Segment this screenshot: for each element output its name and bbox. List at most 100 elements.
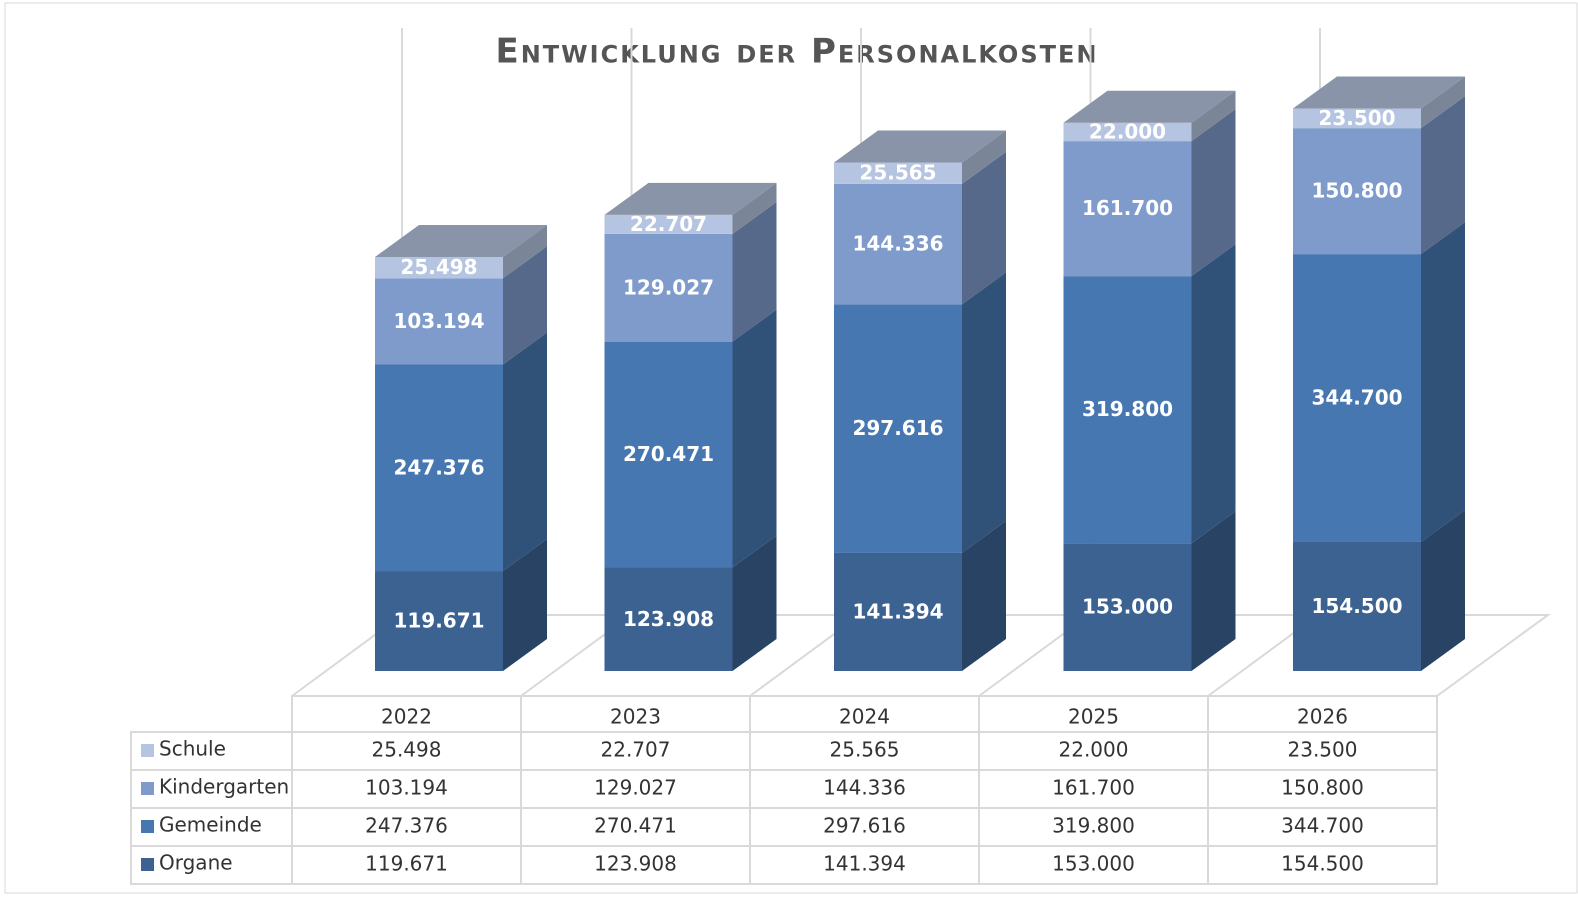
data-label: 153.000 [1082,595,1173,619]
bar [834,183,962,305]
bar-top [834,130,1006,163]
bar-side [1421,222,1465,542]
legend-label: Organe [159,851,233,875]
table-cell: 23.500 [1288,738,1358,762]
bar-side [503,246,547,365]
bar-side [962,272,1006,553]
data-label: 247.376 [393,455,484,479]
table-cell: 141.394 [823,852,906,876]
bar [1293,128,1421,255]
table-cell: 154.500 [1281,852,1364,876]
bar-top [1063,90,1236,123]
bar [375,278,503,365]
table-cell: 144.336 [823,776,906,800]
bar [604,567,733,671]
data-label: 119.671 [393,609,484,633]
table-cell: 153.000 [1052,852,1135,876]
bar [1293,541,1421,671]
legend-swatch [141,858,154,871]
data-label: 25.565 [859,161,936,185]
bar-side [503,539,547,671]
bar [1293,254,1421,542]
x-tick-label: 2025 [1068,705,1119,729]
data-label: 270.471 [623,442,714,466]
bar [1063,141,1192,277]
bar [1063,122,1192,142]
table-cell: 150.800 [1281,776,1364,800]
legend-label: Schule [159,737,226,761]
data-label: 319.800 [1082,397,1173,421]
table-cell: 25.498 [372,738,442,762]
bar-side [503,332,547,572]
bar [604,341,733,568]
bar-side [1191,244,1236,544]
legend-swatch [141,782,154,795]
bar-side [962,520,1006,671]
bar [604,233,733,342]
table-cell: 247.376 [365,814,448,838]
bar-side [732,535,777,671]
bar [834,552,962,671]
bar-side [1421,96,1465,255]
bar [375,364,503,572]
bar-side [1191,109,1236,277]
data-label: 23.500 [1318,106,1395,130]
data-label: 344.700 [1311,386,1402,410]
table-cell: 123.908 [594,852,677,876]
legend-label: Kindergarten [159,775,289,799]
data-label: 150.800 [1311,179,1402,203]
bar [604,214,733,234]
data-label: 129.027 [623,275,714,299]
legend-swatch [141,744,154,757]
data-label: 22.707 [630,212,707,236]
bar-side [962,151,1006,305]
table-cell: 119.671 [365,852,448,876]
x-tick-label: 2024 [839,705,890,729]
bar [375,571,503,671]
bar-side [732,309,777,568]
data-label: 297.616 [852,416,943,440]
data-label: 161.700 [1082,196,1173,220]
bar-side [1421,509,1465,671]
table-cell: 22.000 [1059,738,1129,762]
x-tick-label: 2022 [381,705,432,729]
table-cell: 344.700 [1281,814,1364,838]
chart-title: Entwicklung der Personalkosten [496,32,1099,72]
table-cell: 270.471 [594,814,677,838]
data-label: 103.194 [393,309,484,333]
data-label: 22.000 [1089,119,1166,143]
bar-side [1191,90,1236,142]
bar-side [732,182,777,234]
data-label: 123.908 [623,607,714,631]
bar [834,162,962,184]
data-label: 144.336 [852,232,943,256]
bar [375,257,503,279]
table-cell: 161.700 [1052,776,1135,800]
table-cell: 22.707 [601,738,671,762]
bar-side [732,201,777,342]
legend-label: Gemeinde [159,813,262,837]
bar-side [962,130,1006,184]
bar [1063,543,1192,671]
table-cell: 129.027 [594,776,677,800]
table-cell: 103.194 [365,776,448,800]
x-tick-label: 2023 [610,705,661,729]
table-cell: 25.565 [830,738,900,762]
chart-border [4,2,1578,894]
bar [1293,108,1421,129]
bar-side [1421,76,1465,129]
table-cell: 319.800 [1052,814,1135,838]
data-label: 141.394 [852,599,943,623]
bar [1063,276,1192,544]
table-cell: 297.616 [823,814,906,838]
data-label: 25.498 [400,255,477,279]
bar-top [1293,76,1465,109]
data-label: 154.500 [1311,594,1402,618]
bar-top [375,225,547,257]
legend-swatch [141,820,154,833]
x-tick-label: 2026 [1297,705,1348,729]
bar [834,304,962,553]
bar-side [1191,511,1236,671]
bar-top [604,182,777,215]
